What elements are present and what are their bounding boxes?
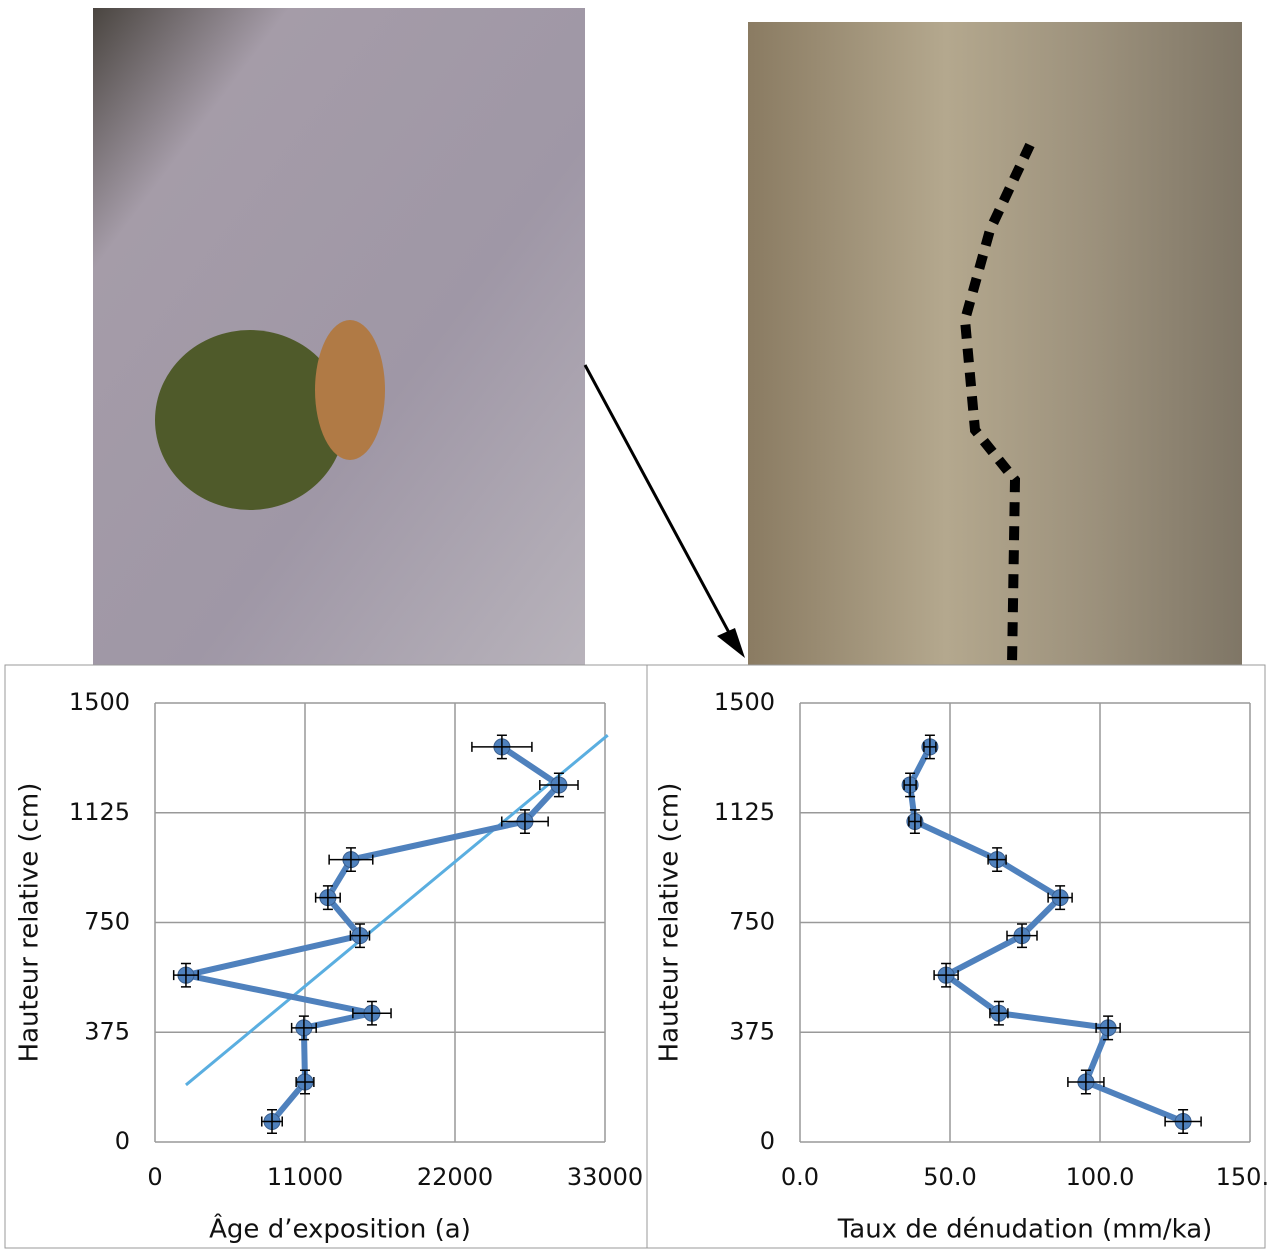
y-error-bar [322, 885, 333, 911]
y-error-bar [519, 809, 530, 834]
y-error-bar [345, 847, 356, 873]
y-error-bar [1080, 1069, 1091, 1095]
trendline [184, 734, 609, 1087]
y-tick-label: 0 [115, 1127, 130, 1155]
x-tick-label: 0 [147, 1163, 162, 1191]
y-error-bar [924, 734, 935, 760]
y-tick-label: 1125 [69, 798, 130, 826]
y-error-bar [298, 1015, 309, 1041]
sampling-profile [959, 142, 1035, 666]
y-error-bar [267, 1109, 277, 1134]
arrow-head [717, 628, 745, 658]
y-error-bar [993, 1000, 1004, 1026]
y-tick-label: 375 [84, 1017, 130, 1045]
photo-cliff [748, 22, 1242, 665]
glove [155, 330, 345, 510]
panel-left [4, 664, 648, 1249]
y-error-bar [1055, 885, 1066, 911]
sample-spot [315, 320, 385, 460]
x-axis-title: Âge d’exposition (a) [209, 1213, 471, 1245]
y-axis-title: Hauteur relative (cm) [655, 783, 685, 1063]
x-tick-label: 33000 [567, 1163, 643, 1191]
y-error-bar [354, 923, 365, 949]
x-tick-label: 50.0 [923, 1163, 976, 1191]
y-error-bar [1178, 1109, 1189, 1134]
y-tick-label: 1125 [714, 798, 775, 826]
y-tick-label: 750 [729, 908, 775, 936]
y-error-bar [909, 809, 920, 834]
y-tick-label: 1500 [69, 688, 130, 716]
x-tick-label: 11000 [267, 1163, 343, 1191]
y-error-bar [366, 1000, 377, 1026]
y-error-bar [1017, 923, 1027, 949]
x-tick-label: 0.0 [781, 1163, 819, 1191]
y-error-bar [905, 772, 916, 798]
y-error-bar [496, 734, 507, 760]
y-tick-label: 750 [84, 908, 130, 936]
y-tick-label: 1500 [714, 688, 775, 716]
y-tick-label: 0 [760, 1127, 775, 1155]
y-tick-label: 375 [729, 1017, 775, 1045]
x-tick-label: 100.0 [1066, 1163, 1135, 1191]
arrow [583, 364, 735, 641]
y-error-bar [992, 847, 1003, 873]
x-tick-label: 150.0 [1216, 1163, 1270, 1191]
panel-right [646, 664, 1266, 1249]
y-error-bar [180, 962, 191, 988]
y-axis-title: Hauteur relative (cm) [15, 783, 45, 1063]
x-tick-label: 22000 [417, 1163, 493, 1191]
y-error-bar [1103, 1015, 1114, 1041]
y-error-bar [553, 772, 564, 798]
y-error-bar [300, 1069, 310, 1095]
y-error-bar [941, 962, 952, 988]
x-axis-title: Taux de dénudation (mm/ka) [837, 1215, 1213, 1245]
